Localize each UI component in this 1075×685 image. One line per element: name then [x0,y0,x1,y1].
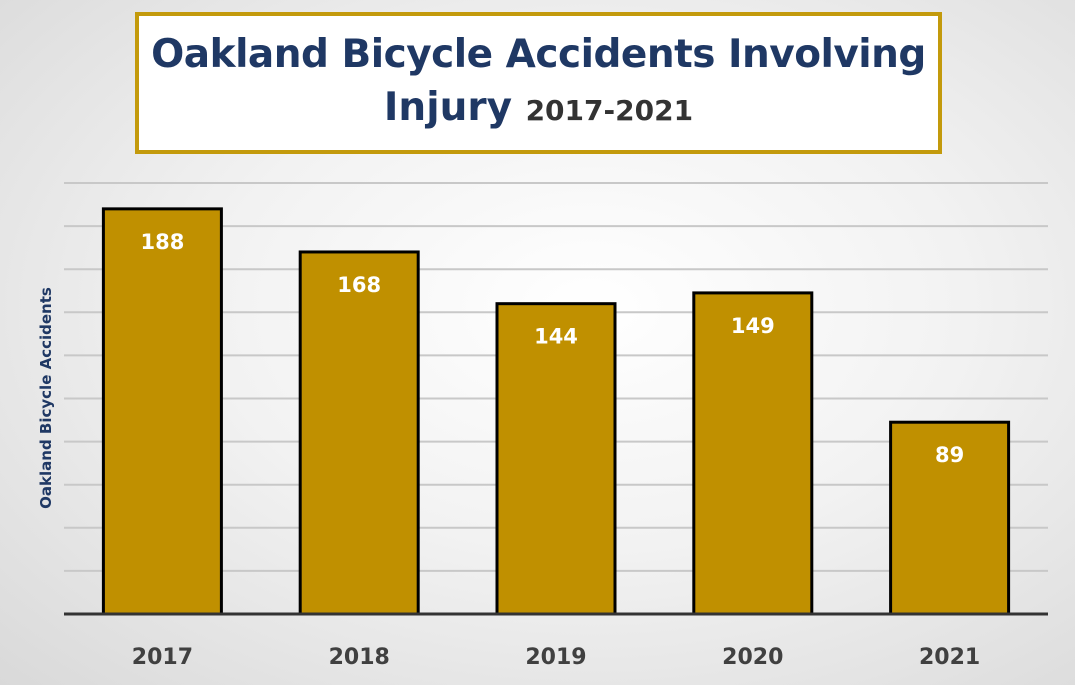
chart-subtitle: 2017-2021 [525,94,694,127]
chart-title-box: Oakland Bicycle Accidents Involving Inju… [135,12,942,154]
bar-2019 [495,302,617,616]
data-label-2017: 188 [140,230,184,254]
chart-title: Oakland Bicycle Accidents Involving [151,32,926,77]
chart-title-line2: Injury 2017-2021 [383,85,694,130]
data-label-2018: 168 [337,273,381,297]
bar-2018 [298,250,420,616]
x-tick-label-2019: 2019 [525,645,586,670]
x-tick-label-2020: 2020 [722,645,783,670]
bar-2017 [101,207,223,616]
x-tick-label-2021: 2021 [919,645,980,670]
bar-2021 [889,420,1011,616]
x-tick-label-2018: 2018 [329,645,390,670]
data-label-2020: 149 [731,314,775,338]
bar-2020 [692,291,814,616]
data-label-2019: 144 [534,325,578,349]
x-tick-label-2017: 2017 [132,645,193,670]
data-label-2021: 89 [935,443,964,467]
